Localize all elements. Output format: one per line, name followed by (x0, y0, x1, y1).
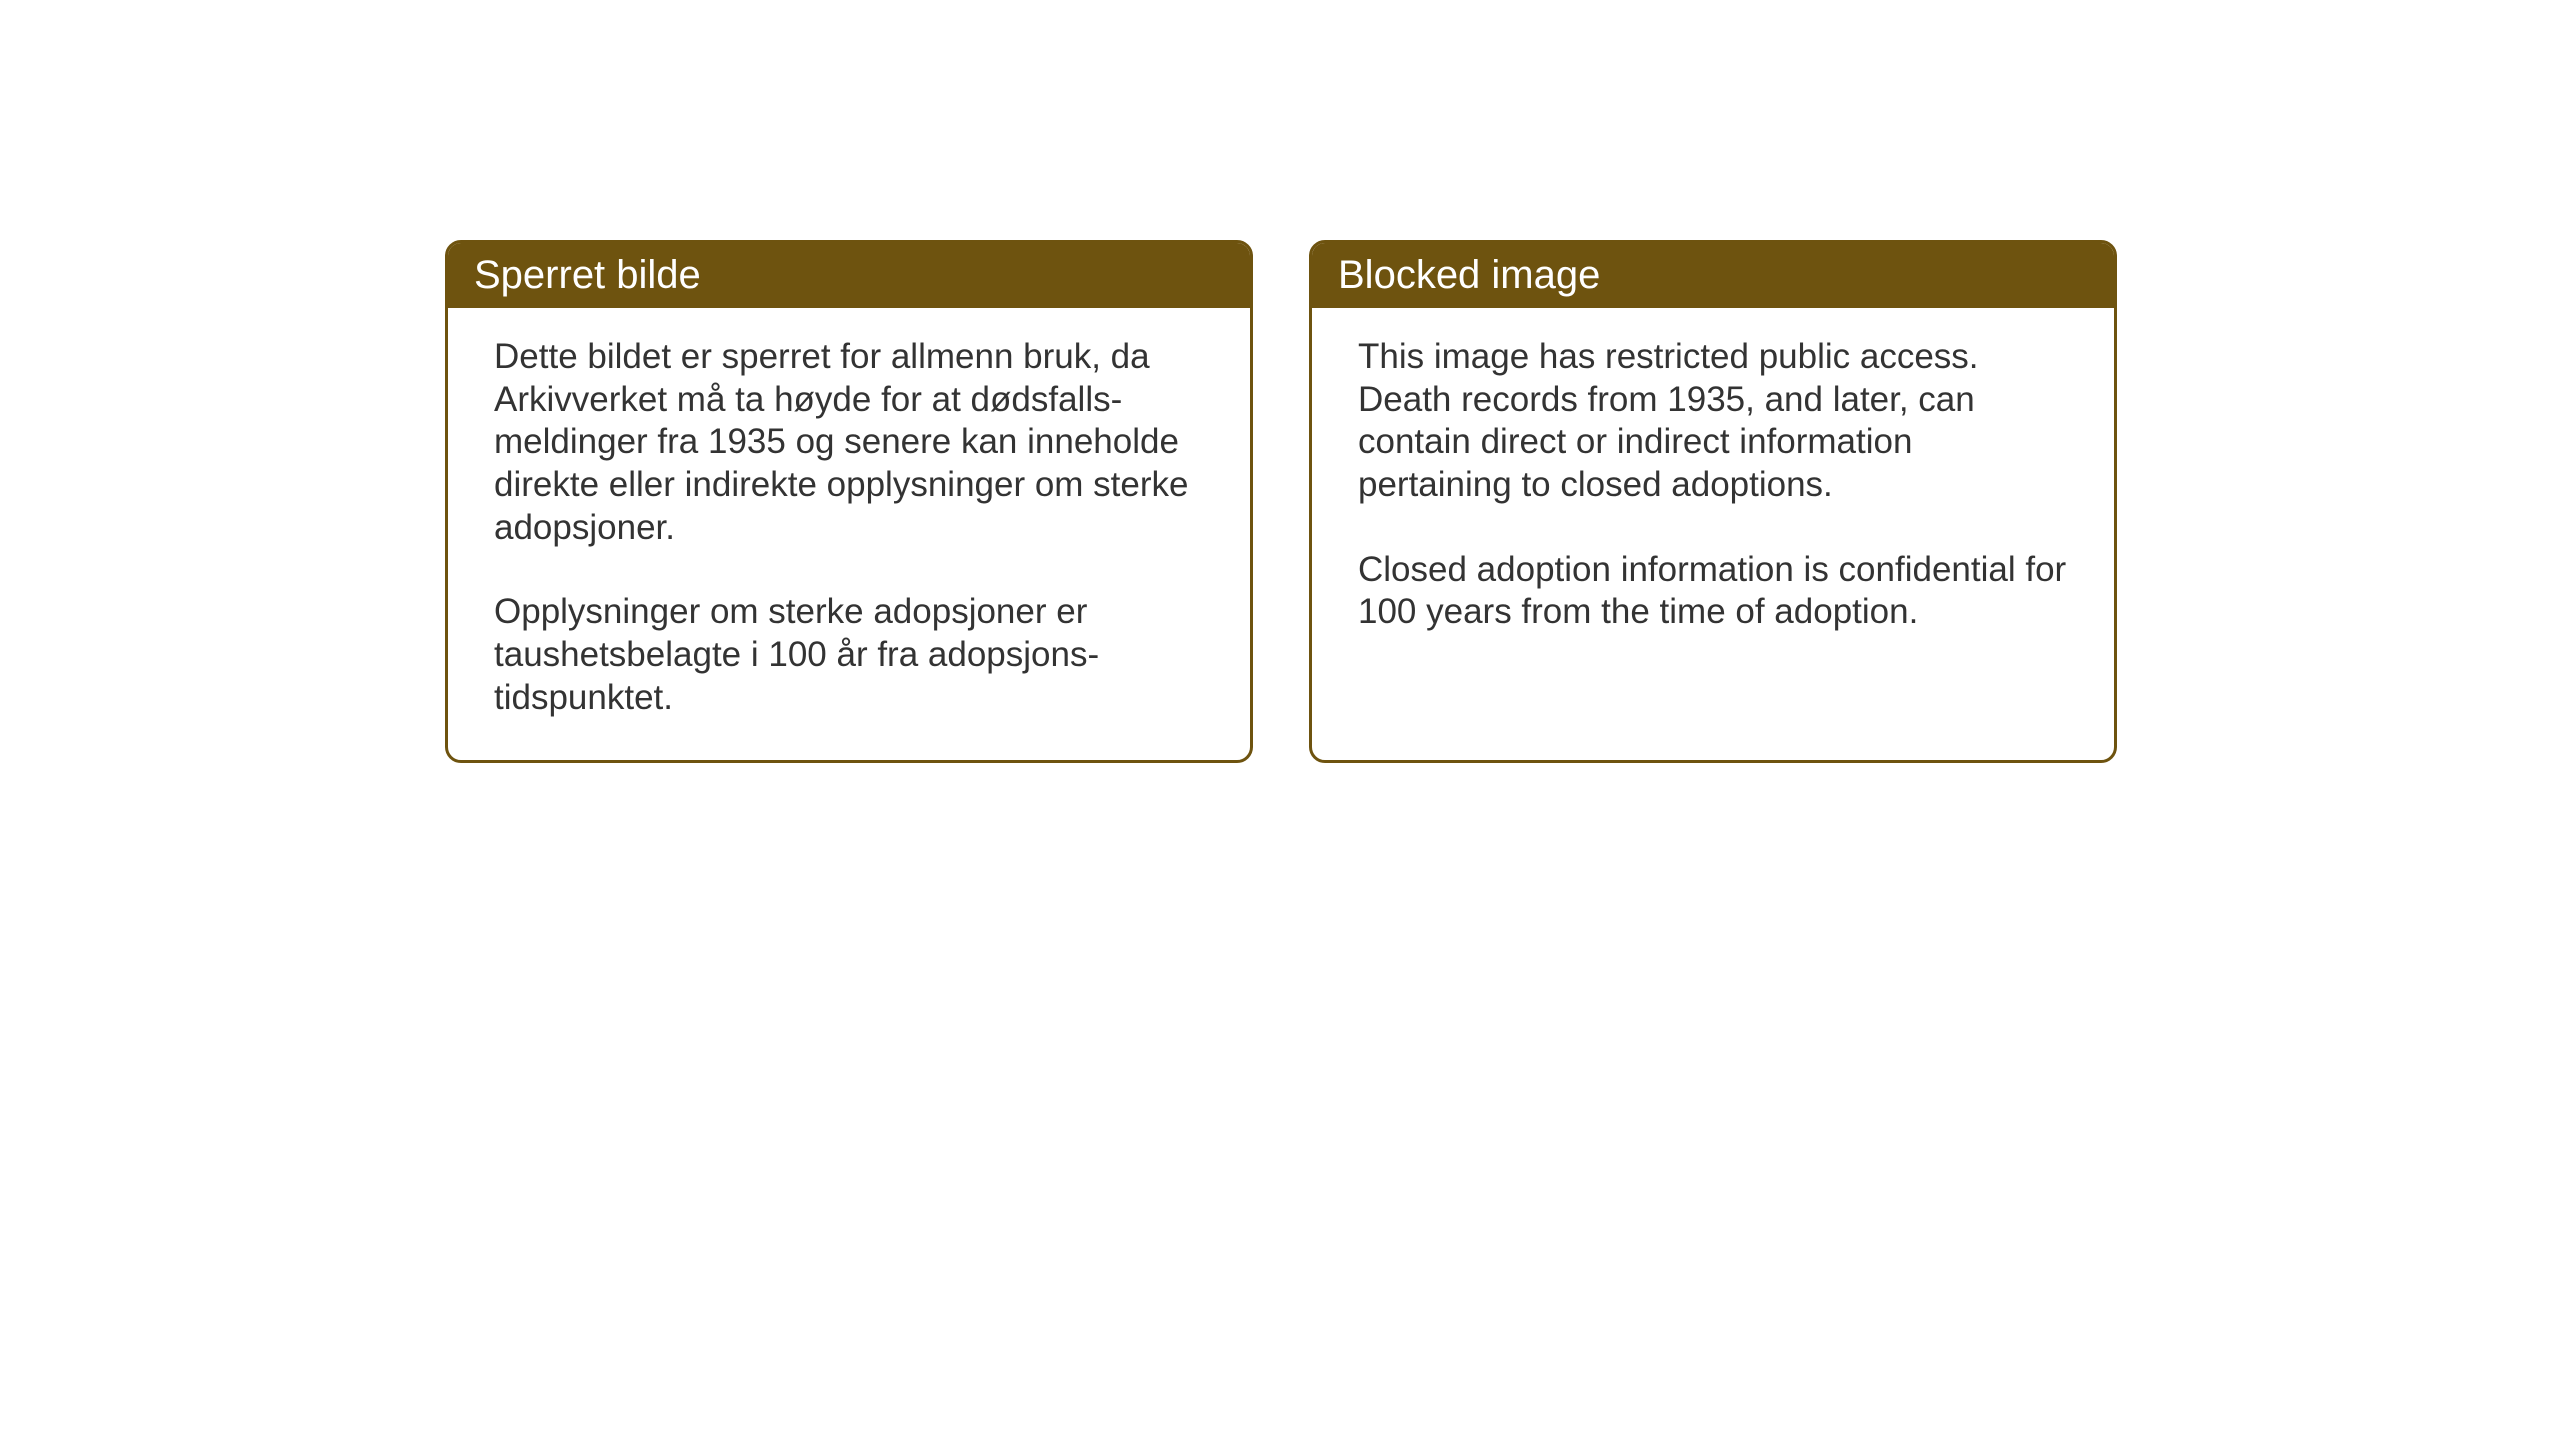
notice-card-norwegian: Sperret bilde Dette bildet er sperret fo… (445, 240, 1253, 763)
notice-container: Sperret bilde Dette bildet er sperret fo… (445, 240, 2117, 763)
notice-card-english: Blocked image This image has restricted … (1309, 240, 2117, 763)
card-body-english: This image has restricted public access.… (1312, 308, 2114, 674)
card-title-norwegian: Sperret bilde (474, 253, 701, 297)
card-paragraph-1-norwegian: Dette bildet er sperret for allmenn bruk… (494, 336, 1204, 549)
card-header-norwegian: Sperret bilde (448, 243, 1250, 308)
card-paragraph-2-norwegian: Opplysninger om sterke adopsjoner er tau… (494, 591, 1204, 719)
card-header-english: Blocked image (1312, 243, 2114, 308)
card-title-english: Blocked image (1338, 253, 1600, 297)
card-paragraph-1-english: This image has restricted public access.… (1358, 336, 2068, 507)
card-body-norwegian: Dette bildet er sperret for allmenn bruk… (448, 308, 1250, 760)
card-paragraph-2-english: Closed adoption information is confident… (1358, 549, 2068, 634)
